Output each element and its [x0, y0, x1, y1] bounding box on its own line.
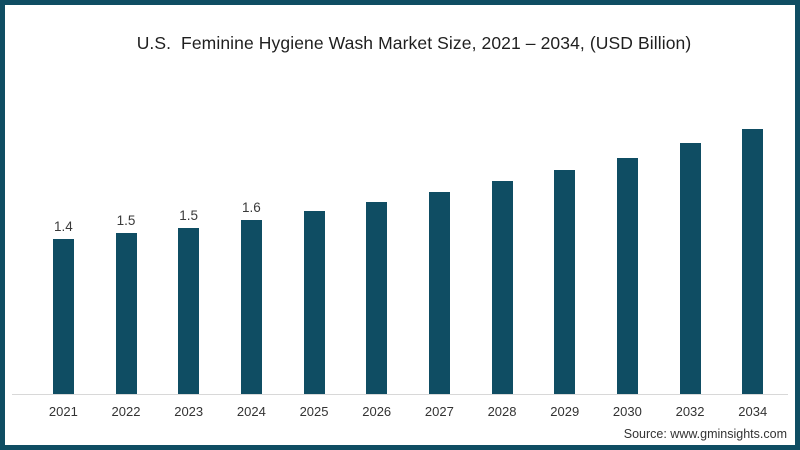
bar-column — [596, 106, 659, 394]
bar-value-label: 1.4 — [53, 219, 73, 234]
bar-2024 — [240, 220, 262, 394]
bar-column — [659, 106, 722, 394]
x-tick-label: 2027 — [424, 404, 454, 419]
bar-column — [408, 106, 471, 394]
bar-column — [345, 106, 408, 394]
bar-column: 1.5 — [157, 106, 220, 394]
source-attribution: Source: www.gminsights.com — [623, 427, 787, 441]
x-axis-line — [12, 394, 788, 395]
bar-column: 1.5 — [95, 106, 158, 394]
x-tick-label: 2023 — [174, 404, 204, 419]
x-tick-label: 2021 — [48, 404, 78, 419]
chart-title: U.S. Feminine Hygiene Wash Market Size, … — [136, 33, 692, 53]
bar-column — [533, 106, 596, 394]
x-tick-label: 2032 — [675, 404, 705, 419]
bar-column — [471, 106, 534, 394]
bar-value-label: 1.6 — [241, 200, 261, 215]
x-tick-label: 2024 — [236, 404, 266, 419]
bar-column: 1.6 — [220, 106, 283, 394]
x-tick-label: 2030 — [612, 404, 642, 419]
x-tick-label: 2028 — [487, 404, 517, 419]
bar-column — [283, 106, 346, 394]
bar-column: 1.4 — [32, 106, 95, 394]
bar-value-label: 1.5 — [179, 208, 199, 223]
bar-2023 — [178, 228, 200, 394]
x-tick-label: 2029 — [550, 404, 580, 419]
bar-2029 — [554, 170, 576, 394]
bar-2027 — [428, 192, 450, 394]
bar-2022 — [115, 233, 137, 394]
x-axis-labels: 2021 2022 2023 2024 2025 2026 2027 2028 2029 2030… — [32, 404, 784, 419]
x-tick-label: 2034 — [738, 404, 768, 419]
bar-2034 — [742, 129, 764, 394]
bar-2032 — [679, 143, 701, 394]
bar-2026 — [366, 202, 388, 394]
bar-2025 — [303, 211, 325, 394]
bar-value-label: 1.5 — [116, 213, 136, 228]
x-tick-label: 2026 — [362, 404, 392, 419]
plot-area: 1.4 1.5 1.5 1.6 — [32, 106, 784, 394]
bar-2021 — [52, 239, 74, 394]
x-tick-label: 2022 — [111, 404, 141, 419]
bar-2028 — [491, 181, 513, 394]
x-tick-label: 2025 — [299, 404, 329, 419]
bar-column — [721, 106, 784, 394]
bar-2030 — [616, 158, 638, 394]
